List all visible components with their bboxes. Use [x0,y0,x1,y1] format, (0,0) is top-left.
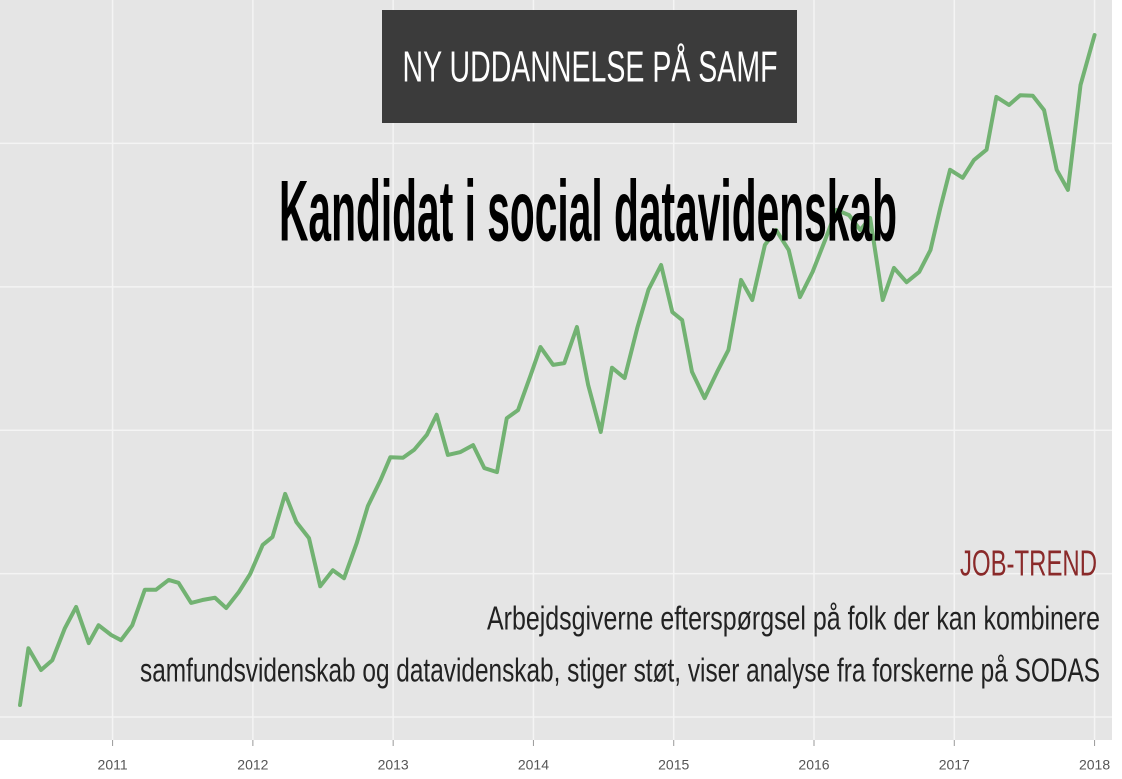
x-tick-label: 2017 [939,757,970,773]
x-tick-label: 2012 [237,757,268,773]
overlay: NY UDDANNELSE PÅ SAMF Kandidat i social … [140,10,1100,689]
data-line [18,32,1097,708]
annotation-line: samfundsvidenskab og datavidenskab, stig… [140,652,1100,689]
banner-box [382,10,797,123]
x-tick-label: 2014 [518,757,549,773]
x-tick-label: 2015 [658,757,689,773]
x-tick-label: 2013 [378,757,409,773]
banner: NY UDDANNELSE PÅ SAMF [403,43,778,92]
marks [18,32,1097,708]
plot-background [0,0,1112,740]
x-tick-label: 2018 [1079,757,1110,773]
chart-title: Kandidat i social datavidenskab [279,164,897,260]
annotation-line: Arbejdsgiverne efterspørgsel på folk der… [487,600,1100,637]
annotation-heading: JOB-TREND [960,543,1097,584]
x-tick-label: 2011 [98,757,128,773]
x-tick-label: 2016 [798,757,829,773]
